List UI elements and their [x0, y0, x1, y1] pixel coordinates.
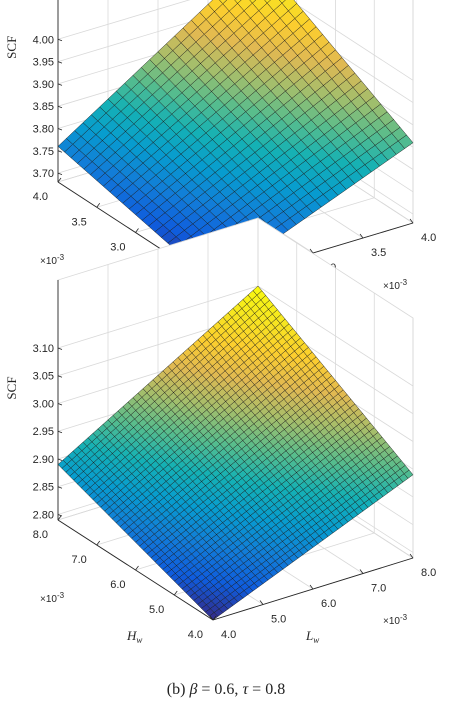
l-axis-exponent: ×10-3	[383, 278, 408, 292]
h-tick-label: 4.0	[188, 629, 203, 641]
h-tick-label: 5.0	[149, 604, 164, 616]
h-axis-exponent: ×10-3	[40, 253, 65, 267]
l-tick-label: 4.0	[421, 232, 436, 244]
h-tick-label: 8.0	[33, 529, 48, 541]
surface-patch	[252, 285, 263, 296]
surface-plot-b: 2.80 2.85 2.90 2.95 3.00 3.05 3.10 4.0 5.0 6.0 7.0…	[4, 217, 436, 698]
surface-patch	[252, 0, 268, 11]
h-tick-label: 7.0	[71, 554, 86, 566]
h-axis-label: Hw	[126, 628, 142, 645]
z-tick-label: 3.00	[33, 398, 54, 410]
z-tick-label: 4.00	[33, 34, 54, 46]
z-tick-label: 3.80	[33, 123, 54, 135]
panel-caption: (b) β = 0.6, τ = 0.8	[167, 681, 285, 698]
l-tick-label: 8.0	[421, 567, 436, 579]
surface-patch	[237, 0, 253, 12]
l-tick-label: 4.0	[221, 629, 236, 641]
surface-patch	[281, 0, 298, 12]
z-axis-label: SCF	[4, 376, 19, 399]
h-axis-exponent: ×10-3	[40, 591, 65, 605]
z-tick-label: 3.90	[33, 79, 54, 91]
z-axis-label: SCF	[4, 36, 19, 59]
z-tick-label: 3.85	[33, 101, 54, 113]
surface-patch	[234, 0, 242, 4]
z-tick-label: 2.90	[33, 454, 54, 466]
z-tick-label: 2.95	[33, 426, 54, 438]
surface-patch	[264, 0, 271, 4]
h-tick-label: 6.0	[110, 579, 125, 591]
axis-lines	[57, 280, 414, 621]
z-tick-label: 3.70	[33, 168, 54, 180]
z-tick-label: 2.80	[33, 509, 54, 521]
h-tick-label: 4.0	[33, 191, 48, 203]
l-tick-label: 7.0	[371, 583, 386, 595]
surface-patch	[222, 0, 238, 12]
z-tick-label: 2.85	[33, 482, 54, 494]
h-tick-label: 3.5	[71, 216, 86, 228]
l-tick-label: 5.0	[271, 614, 286, 626]
surface-patch	[266, 0, 283, 11]
surface-patch	[207, 0, 224, 12]
surface-patch	[219, 0, 228, 5]
l-axis-label: Lw	[305, 628, 319, 645]
l-tick-label: 6.0	[321, 598, 336, 610]
surface-patch	[279, 0, 286, 4]
l-tick-label: 3.5	[371, 247, 386, 259]
surface-mesh	[57, 285, 414, 621]
z-tick-label: 3.05	[33, 371, 54, 383]
h-tick-label: 3.0	[110, 242, 125, 254]
z-tick-label: 3.75	[33, 146, 54, 158]
l-axis-exponent: ×10-3	[383, 613, 408, 627]
z-tick-label: 3.95	[33, 57, 54, 69]
z-tick-label: 3.10	[33, 343, 54, 355]
surface-patch	[249, 0, 257, 4]
